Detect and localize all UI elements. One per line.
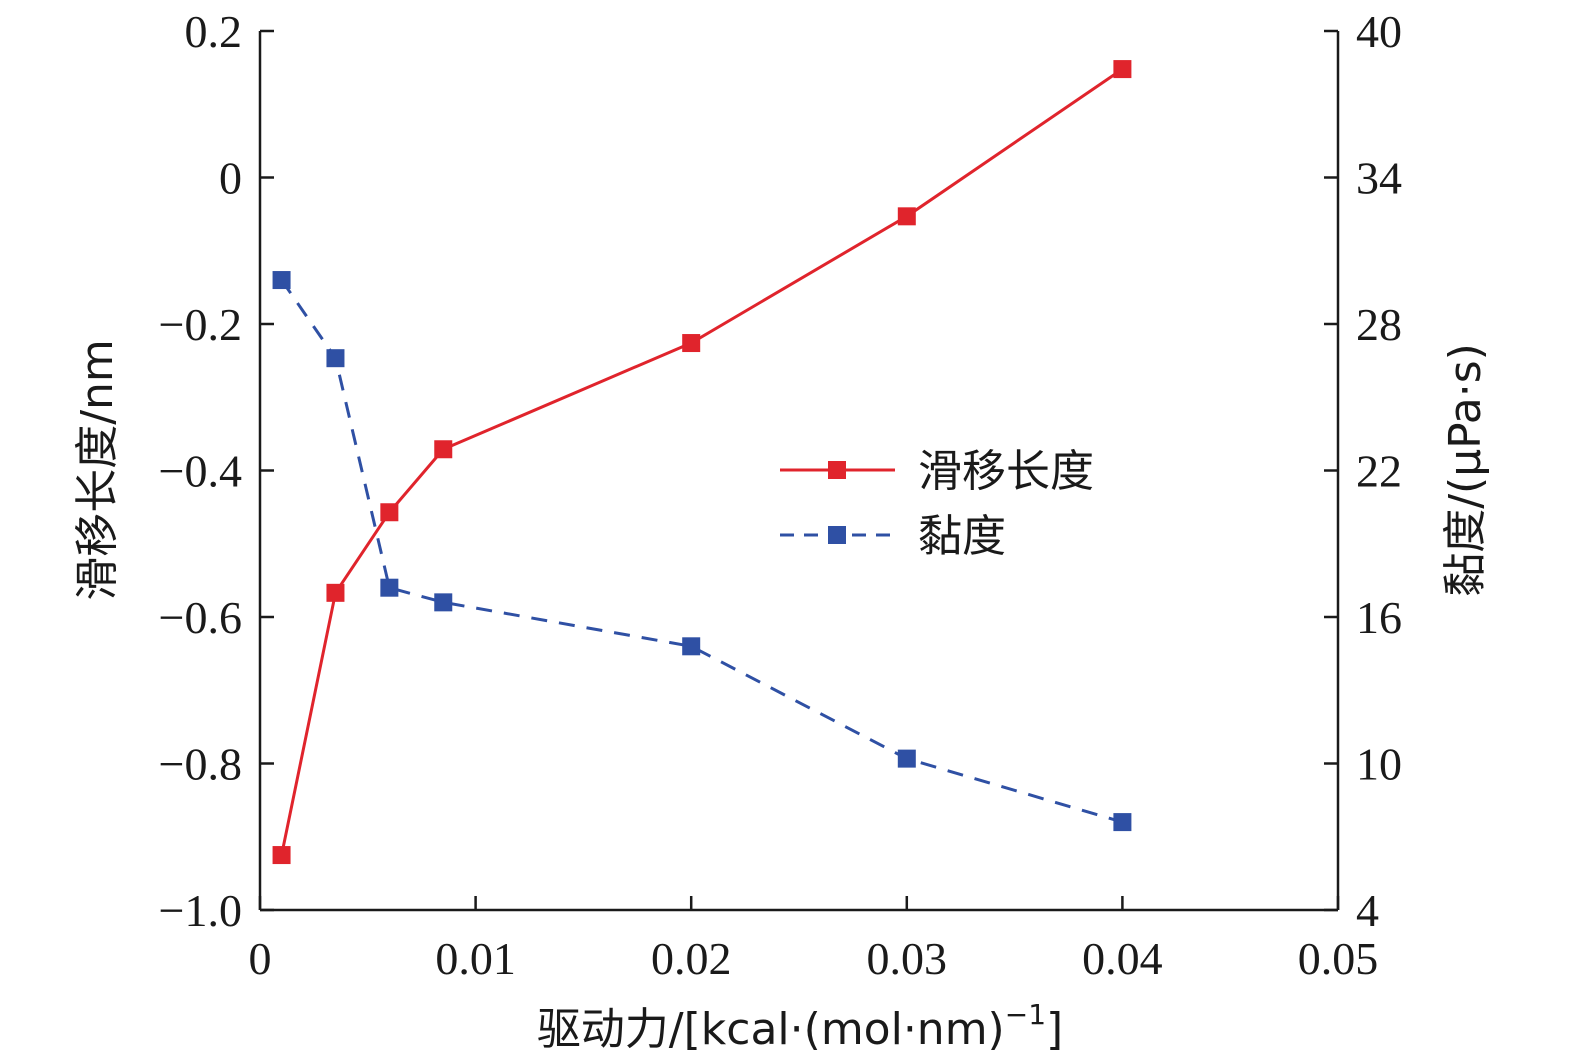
data-point-viscosity bbox=[326, 349, 345, 368]
data-point-viscosity bbox=[682, 637, 701, 656]
y-right-tick-label: 22 bbox=[1356, 446, 1402, 497]
legend-marker-viscosity bbox=[828, 526, 846, 544]
data-point-slip-length bbox=[380, 503, 399, 522]
data-point-viscosity bbox=[434, 593, 453, 612]
y-axis-right-title: 黏度/(μPa·s) bbox=[1440, 343, 1491, 597]
data-point-viscosity bbox=[380, 578, 399, 597]
y-right-tick-label: 34 bbox=[1356, 153, 1402, 204]
data-point-slip-length bbox=[272, 846, 291, 865]
chart-ticks: 0 0.01 0.02 0.03 0.04 0.05 0.2 0 −0.2 −0.4 −0.6 −0.… bbox=[159, 6, 1402, 984]
y-left-tick-label: −0.8 bbox=[159, 739, 242, 790]
data-point-slip-length bbox=[1113, 60, 1132, 79]
y-axis-left-title: 滑移长度/nm bbox=[72, 339, 123, 601]
y-right-tick-label: 40 bbox=[1356, 6, 1402, 57]
data-point-viscosity bbox=[1113, 813, 1132, 832]
x-tick-label: 0.01 bbox=[435, 933, 516, 984]
legend-item-viscosity: 黏度 bbox=[780, 511, 1006, 562]
data-point-viscosity bbox=[897, 749, 916, 768]
data-point-viscosity bbox=[272, 271, 291, 290]
data-point-slip-length bbox=[897, 207, 916, 226]
y-left-tick-label: −0.2 bbox=[159, 299, 242, 350]
y-right-tick-label: 16 bbox=[1356, 592, 1402, 643]
y-left-tick-label: 0 bbox=[219, 153, 242, 204]
legend-label-slip-length: 滑移长度 bbox=[918, 446, 1094, 497]
y-left-tick-label: −0.4 bbox=[159, 446, 242, 497]
y-right-tick-label: 28 bbox=[1356, 299, 1402, 350]
legend: 滑移长度 黏度 bbox=[780, 446, 1094, 562]
y-right-tick-label: 4 bbox=[1356, 885, 1379, 936]
data-point-slip-length bbox=[434, 440, 453, 459]
y-left-tick-label: −1.0 bbox=[159, 885, 242, 936]
x-tick-label: 0 bbox=[249, 933, 272, 984]
y-left-tick-label: −0.6 bbox=[159, 592, 242, 643]
x-tick-label: 0.03 bbox=[867, 933, 948, 984]
y-right-tick-label: 10 bbox=[1356, 739, 1402, 790]
x-tick-label: 0.05 bbox=[1298, 933, 1379, 984]
x-axis-title: 驱动力/[kcal·(mol·nm)−1] bbox=[537, 998, 1063, 1055]
y-left-tick-label: 0.2 bbox=[185, 6, 243, 57]
x-tick-label: 0.04 bbox=[1082, 933, 1163, 984]
data-point-slip-length bbox=[682, 334, 701, 353]
legend-label-viscosity: 黏度 bbox=[918, 511, 1006, 562]
x-tick-label: 0.02 bbox=[651, 933, 732, 984]
data-point-slip-length bbox=[326, 583, 345, 602]
chart-series bbox=[272, 60, 1132, 865]
legend-marker-slip-length bbox=[828, 461, 846, 479]
legend-item-slip-length: 滑移长度 bbox=[780, 446, 1094, 497]
